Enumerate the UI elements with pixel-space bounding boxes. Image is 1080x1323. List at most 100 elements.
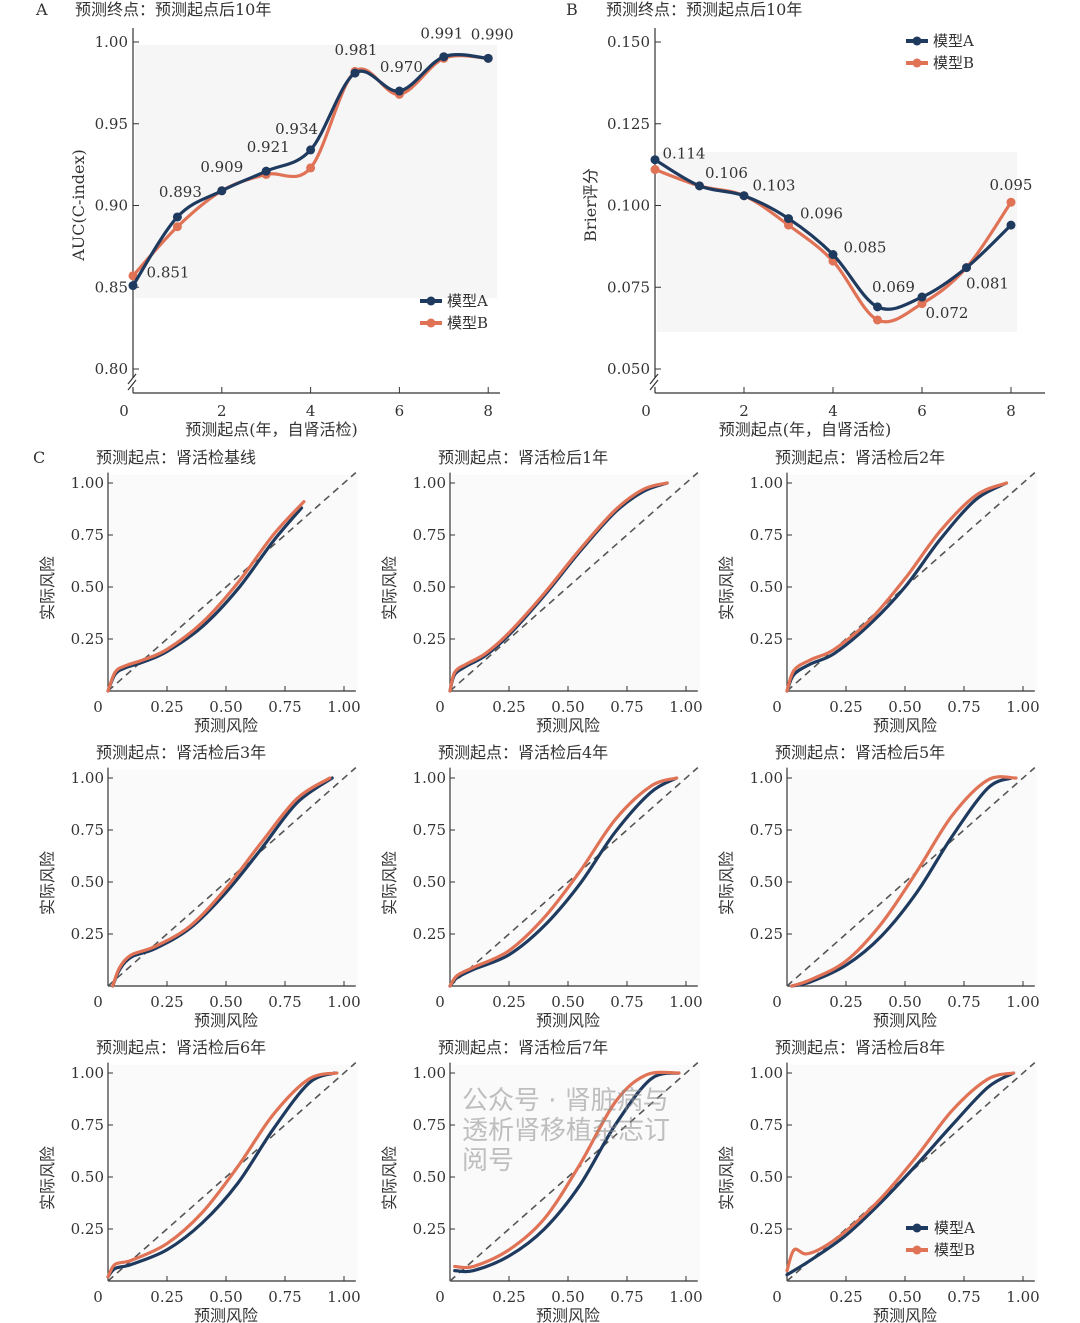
subplot-title: 预测起点：肾活检后2年 <box>775 448 945 467</box>
axis-break-mark <box>649 373 659 385</box>
y-tick-label: 0.50 <box>413 578 446 596</box>
y-tick-label: 1.00 <box>750 769 783 787</box>
x-tick-label: 1.00 <box>1006 698 1039 716</box>
data-point-model-a <box>962 263 971 273</box>
y-tick-label: 0.75 <box>413 1116 446 1134</box>
x-tick-label: 1.00 <box>327 698 360 716</box>
x-axis-title: 预测风险 <box>536 1011 600 1030</box>
data-point-model-a <box>217 186 227 196</box>
y-axis-title: AUC(C-index) <box>69 149 88 262</box>
y-axis-title: 实际风险 <box>38 1146 57 1210</box>
plot-background <box>110 474 358 691</box>
x-axis-title: 预测风险 <box>873 1306 937 1323</box>
calibration-subplot: 预测起点：肾活检后3年 0.25 0.50 0.75 1.00 0 0.25 0.50 0.75… <box>38 743 361 1030</box>
data-point-model-a <box>128 281 138 291</box>
y-tick-label: 0.75 <box>71 821 104 839</box>
calibration-curve-model-b <box>785 481 1009 693</box>
x-axis-title: 预测风险 <box>873 716 937 735</box>
y-tick-label: 1.00 <box>95 33 128 51</box>
data-label: 0.096 <box>800 205 843 223</box>
x-axis-title: 预测风险 <box>873 1011 937 1030</box>
data-point-model-a <box>828 250 838 260</box>
y-axis-title: 实际风险 <box>717 1146 736 1210</box>
x-tick-label: 0.50 <box>209 993 242 1011</box>
data-point-model-a <box>917 292 927 302</box>
y-tick-label: 0.50 <box>750 578 783 596</box>
y-tick-label: 0.075 <box>607 278 650 296</box>
x-tick-label: 1.00 <box>669 993 702 1011</box>
y-tick-label: 0.75 <box>750 526 783 544</box>
y-tick-label: 0.85 <box>95 278 128 296</box>
calibration-curve-model-b <box>106 500 306 693</box>
x-tick-label: 0.50 <box>888 993 921 1011</box>
legend-marker-model-a <box>912 36 922 46</box>
y-tick-label: 0.75 <box>71 1116 104 1134</box>
x-tick-label: 0 <box>435 698 445 716</box>
x-axis-title: 预测风险 <box>536 1306 600 1323</box>
x-tick-label: 8 <box>483 402 493 420</box>
x-tick-label: 0 <box>435 993 445 1011</box>
panel-letter: A <box>35 0 48 19</box>
x-tick-label: 0.50 <box>551 698 584 716</box>
calibration-curve-model-a <box>790 776 1013 988</box>
data-point-model-a <box>1006 220 1016 230</box>
calibration-curve-model-b <box>111 776 332 988</box>
y-tick-label: 1.00 <box>413 1064 446 1082</box>
x-tick-label: 0.75 <box>268 698 301 716</box>
y-tick-label: 1.00 <box>750 474 783 492</box>
panel-title: 预测终点：预测起点后10年 <box>606 0 802 19</box>
y-tick-label: 0.50 <box>750 873 783 891</box>
calibration-subplot: 预测起点：肾活检后7年 0.25 0.50 0.75 1.00 0 0.25 0.50 0.75… <box>380 1038 703 1323</box>
legend-marker <box>912 1223 922 1233</box>
x-tick-label: 0 <box>435 1288 445 1306</box>
y-axis-title: 实际风险 <box>717 556 736 620</box>
x-tick-label: 4 <box>306 402 316 420</box>
data-point-model-a <box>350 68 360 78</box>
calibration-curve-model-b <box>790 775 1018 988</box>
y-tick-label: 1.00 <box>71 474 104 492</box>
axis-break-mark <box>127 373 137 385</box>
y-tick-label: 0.75 <box>71 526 104 544</box>
y-axis-title: 实际风险 <box>38 556 57 620</box>
x-tick-label: 0.25 <box>829 1288 862 1306</box>
x-axis-title: 预测风险 <box>536 716 600 735</box>
data-point-model-b <box>917 299 927 309</box>
y-tick-label: 0.150 <box>607 33 650 51</box>
x-tick-label: 0.50 <box>551 993 584 1011</box>
x-tick-label: 0.25 <box>492 698 525 716</box>
data-point-model-b <box>784 220 793 230</box>
data-label: 0.909 <box>200 158 243 176</box>
y-tick-label: 0.75 <box>750 821 783 839</box>
y-tick-label: 0.50 <box>413 873 446 891</box>
y-tick-label: 0.100 <box>607 197 650 215</box>
data-point-model-b <box>873 315 882 325</box>
data-point-model-a <box>695 181 704 191</box>
data-label: 0.851 <box>147 264 190 282</box>
calibration-subplot: 预测起点：肾活检后4年 0.25 0.50 0.75 1.00 0 0.25 0.50 0.75… <box>380 743 703 1030</box>
data-label: 0.893 <box>159 183 202 201</box>
y-tick-label: 0.75 <box>413 821 446 839</box>
x-axis-title: 预测起点(年，自肾活检) <box>719 420 892 439</box>
x-tick-label: 0.50 <box>209 1288 242 1306</box>
y-tick-label: 1.00 <box>750 1064 783 1082</box>
data-point-model-a <box>739 191 749 201</box>
x-tick-label: 0 <box>641 402 651 420</box>
data-label: 0.069 <box>872 278 915 296</box>
x-axis-title: 预测起点(年，自肾活检) <box>185 420 358 439</box>
x-tick-label: 0.75 <box>947 698 980 716</box>
data-point-model-a <box>650 155 660 165</box>
data-label: 0.114 <box>663 145 706 163</box>
x-tick-label: 0.25 <box>150 993 183 1011</box>
calibration-subplot: 预测起点：肾活检后6年 0.25 0.50 0.75 1.00 0 0.25 0.50 0.75… <box>38 1038 361 1323</box>
legend-marker-model-b <box>912 58 922 68</box>
data-point-model-b <box>1006 197 1016 207</box>
y-tick-label: 0.80 <box>95 360 128 378</box>
legend-marker-model-a <box>426 296 436 306</box>
x-tick-label: 0.50 <box>888 698 921 716</box>
data-label: 0.106 <box>705 164 748 182</box>
x-axis-title: 预测风险 <box>194 1306 258 1323</box>
x-tick-label: 1.00 <box>327 1288 360 1306</box>
data-point-model-a <box>172 212 182 222</box>
data-point-model-b <box>172 222 182 232</box>
data-label: 0.072 <box>926 304 969 322</box>
